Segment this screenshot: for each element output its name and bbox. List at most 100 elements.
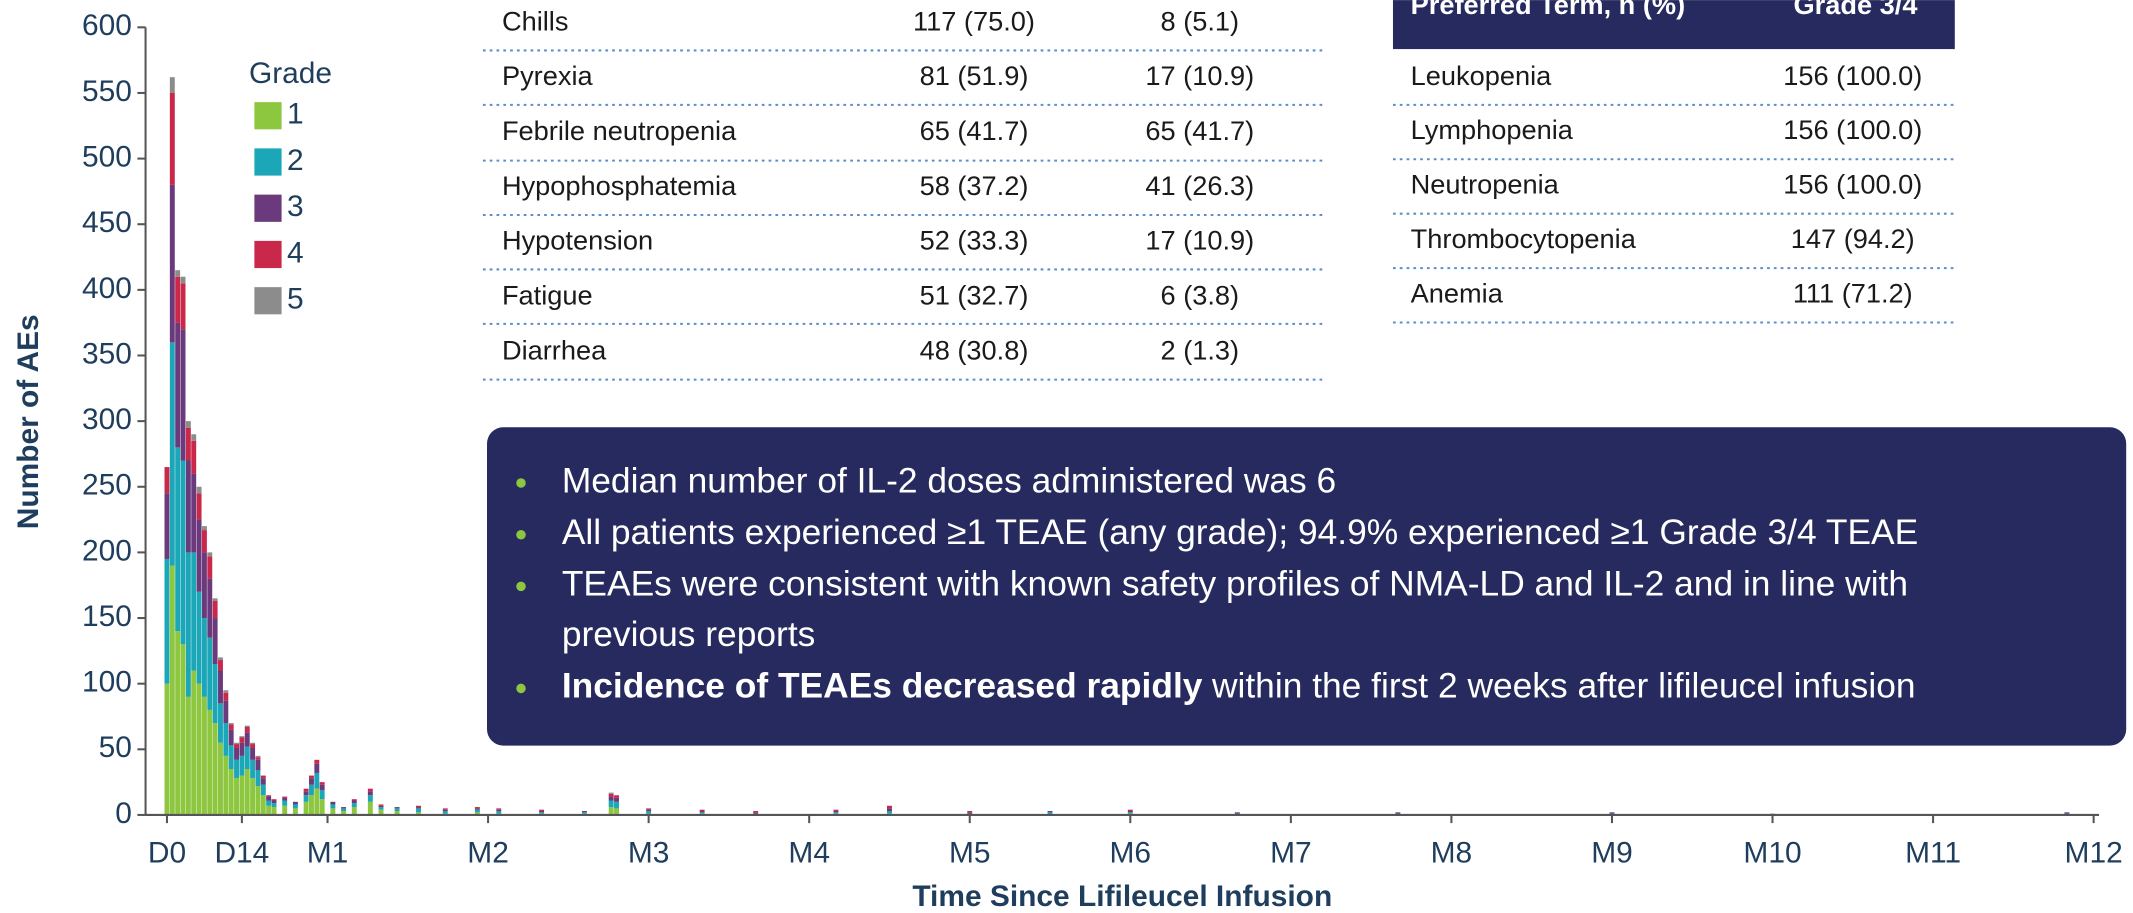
table-cell: Diarrhea [502,334,607,365]
table-cell: 117 (75.0) [913,5,1035,36]
bar-segment [228,723,234,725]
bar-segment [378,805,384,808]
y-tick-label: 150 [82,600,132,633]
y-tick-label: 100 [82,666,132,699]
x-tick-label: D14 [214,836,269,869]
y-axis-label: Number of AEs [12,314,45,529]
bar-segment [608,807,614,815]
table-header-bg [1392,0,1955,50]
bar-segment [207,556,213,579]
bar-segment [496,811,502,814]
bar-segment [309,778,314,785]
bar-segment [212,663,218,724]
bar-segment [394,807,400,809]
bar-segment [228,729,234,746]
bar-segment [646,808,652,810]
bar-segment [164,683,170,815]
table-cell: Hypophosphatemia [502,170,737,201]
bar-segment [207,709,213,815]
bar-segment [164,558,170,684]
bar-segment [218,703,223,743]
bar-segment [250,744,256,748]
x-tick-label: M7 [1270,836,1312,869]
table-cell: 48 (30.8) [920,334,1029,365]
bar-segment [303,795,309,802]
table-cell: Chills [502,5,568,36]
x-tick-label: M9 [1591,836,1633,869]
legend-swatch [254,194,282,222]
x-tick-label: M10 [1743,836,1801,869]
x-tick-label: M5 [949,836,991,869]
info-box: Median number of IL-2 doses administered… [486,427,2127,746]
bar-segment [191,440,197,474]
bar-segment [319,784,325,791]
bar-segment [474,809,480,813]
bar-segment [1127,812,1133,814]
bar-segment [212,618,218,664]
table-cell: 2 (1.3) [1161,334,1240,365]
bullet [516,478,526,488]
bar-segment [250,759,256,779]
table-cell: 65 (41.7) [920,115,1029,146]
x-tick-label: M6 [1110,836,1152,869]
bar-segment [266,796,272,801]
table-cell: 156 (100.0) [1783,169,1922,200]
info-box-bg [486,427,2127,746]
x-tick-label: D0 [148,836,186,869]
bar-segment [581,811,587,813]
bar-segment [330,808,336,815]
bar-segment [351,803,357,808]
table-cell: Neutropenia [1411,169,1560,200]
x-tick-label: M11 [1905,836,1961,869]
bullet [516,581,526,592]
bar-segment [191,434,197,441]
bar-segment [367,791,373,796]
bar-segment [218,742,223,815]
bar-segment [341,807,347,809]
table-cell: Pyrexia [502,60,594,91]
bar-segment [330,801,336,805]
table-cell: Fatigue [502,280,593,311]
bar-segment [271,800,277,804]
y-tick-label: 0 [115,797,132,830]
bar-segment [351,807,357,815]
bar-segment [201,618,207,697]
bar-segment [699,809,705,812]
bar-segment [319,782,325,785]
y-tick-label: 400 [82,272,132,305]
y-tick-label: 550 [82,75,132,108]
bar-segment [175,276,181,323]
bar-segment [614,801,619,809]
table-cell: 156 (100.0) [1783,114,1922,145]
legend-label: 1 [287,98,304,131]
header-cell: Grade 3/4 [1794,0,1918,20]
bar-segment [180,276,186,284]
bar-segment [753,812,759,814]
bar-segment [260,795,266,815]
bar-segment [260,784,266,796]
bar-segment [260,775,266,779]
bar-segment [244,769,250,815]
bar-segment [255,770,261,787]
bar-segment [442,809,448,812]
bar-segment [164,467,170,494]
table-cell: 51 (32.7) [920,280,1029,311]
bar-segment [1047,811,1053,813]
bar-segment [239,775,245,815]
bar-segment [967,811,973,813]
bar-segment [175,270,181,277]
bar-segment [314,772,320,789]
bar-segment [303,801,309,815]
y-tick-label: 500 [82,140,132,173]
bar-segment [228,724,234,730]
bar-segment [303,788,309,792]
bar-segment [608,800,614,808]
bar-segment [271,807,277,815]
bar-segment [234,747,239,760]
bar-segment [250,742,256,745]
bar-segment [260,778,266,785]
bar-segment [218,660,223,671]
bar-segment [169,565,175,815]
header-cell: Preferred Term, n (%) [1411,0,1685,20]
bar-segment [699,811,705,813]
